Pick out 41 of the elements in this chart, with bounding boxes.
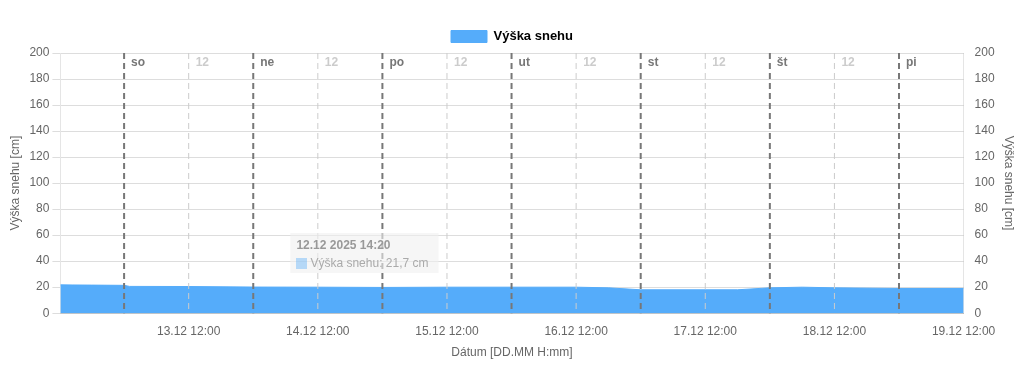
x-tick-label: 15.12 12:00 [415, 323, 479, 338]
ref-line-label: ut [518, 55, 530, 70]
ref-line-label: pi [906, 55, 917, 70]
ref-line-label: ne [260, 55, 275, 70]
y-tick-label: 160 [29, 97, 50, 112]
x-tick-label: 18.12 12:00 [802, 323, 867, 338]
y-tick-label: 20 [36, 279, 50, 294]
y2-tick-label: 20 [974, 279, 989, 294]
x-tick-label: 13.12 12:00 [156, 323, 221, 338]
x-tick-label: 17.12 12:00 [673, 323, 738, 338]
y2-tick-label: 200 [974, 45, 995, 60]
ref-line-label: št [776, 55, 788, 70]
y2-tick-label: 120 [974, 149, 995, 164]
y-tick-label: 140 [29, 123, 50, 138]
y2-axis-title: Výška snehu [cm] [1002, 135, 1017, 231]
x-tick-label: 16.12 12:00 [544, 323, 609, 338]
y-tick-label: 80 [36, 201, 50, 216]
y-tick-label: 180 [29, 71, 50, 86]
y-tick-label: 100 [29, 175, 50, 190]
y-tick-label: 200 [29, 45, 50, 60]
y2-tick-label: 40 [974, 253, 989, 268]
x-tick-label: 14.12 12:00 [286, 323, 350, 338]
x-tick-label: 19.12 12:00 [931, 323, 996, 338]
annotation: 12.12 2025 14:20 Výška snehu: 21,7 cm [296, 238, 429, 271]
y-tick-label: 0 [42, 305, 50, 320]
y-axis-title: Výška snehu [cm] [7, 135, 22, 231]
x-axis-title: Dátum [DD.MM H:mm] [451, 345, 573, 360]
y2-tick-label: 160 [974, 97, 995, 112]
legend-label: Výška snehu [493, 28, 574, 44]
y-tick-label: 40 [36, 253, 50, 268]
y2-tick-label: 180 [974, 71, 995, 86]
y2-tick-label: 80 [974, 201, 989, 216]
y2-tick-label: 0 [974, 305, 982, 320]
ref-line-label: st [647, 55, 659, 70]
y2-tick-label: 140 [974, 123, 995, 138]
y-tick-label: 120 [29, 149, 50, 164]
y2-tick-label: 60 [974, 227, 989, 242]
ref-line-label: po [389, 55, 405, 70]
y2-tick-label: 100 [974, 175, 995, 190]
ref-line-label: so [131, 55, 146, 70]
y-tick-label: 60 [36, 227, 50, 242]
